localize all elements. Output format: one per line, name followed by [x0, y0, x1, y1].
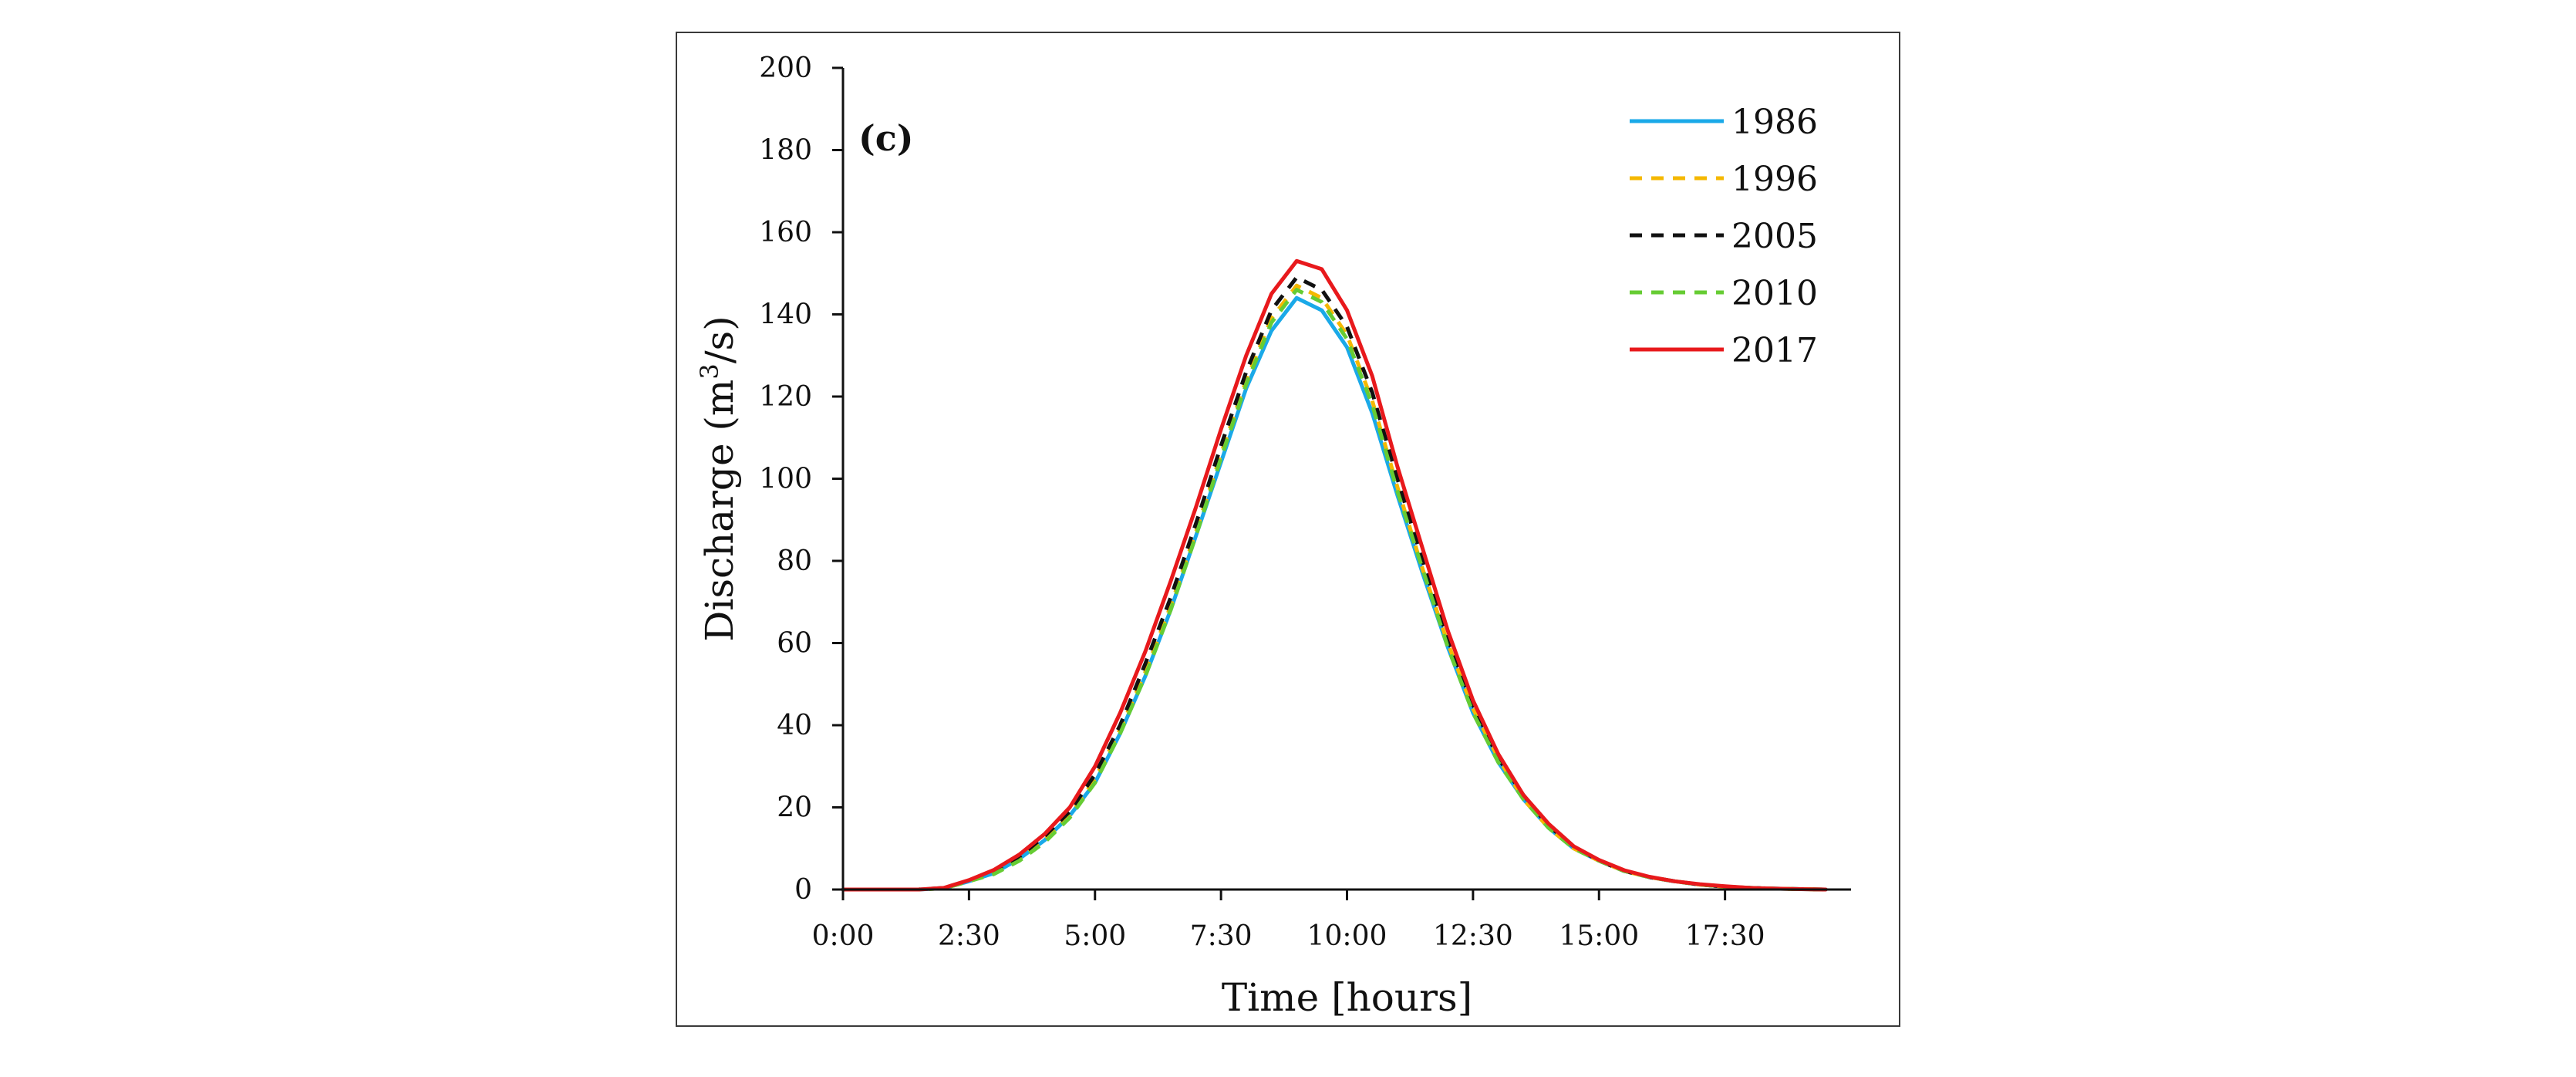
- panel-label: (c): [858, 117, 914, 159]
- axes-layer: [841, 68, 1851, 891]
- legend-label-2005: 2005: [1731, 217, 1818, 256]
- x-tick-label: 5:00: [1064, 920, 1126, 952]
- legend-label-1996: 1996: [1731, 160, 1818, 199]
- x-axis-title: Time [hours]: [1222, 975, 1472, 1020]
- series-line-1996: [843, 283, 1826, 892]
- y-tick-label: 40: [777, 710, 812, 741]
- x-tick-label: 7:30: [1190, 920, 1253, 952]
- x-tick-label: 10:00: [1307, 920, 1387, 952]
- legend-label-2017: 2017: [1731, 331, 1818, 370]
- y-axis-title-sup: 3: [695, 363, 724, 379]
- y-tick-label: 140: [759, 299, 812, 331]
- y-tick-label: 60: [777, 628, 812, 660]
- y-axis-title: Discharge (m3/s): [695, 316, 742, 641]
- y-tick-label: 120: [759, 381, 812, 413]
- x-tick-label: 12:30: [1433, 920, 1513, 952]
- x-tick-label: 15:00: [1559, 920, 1639, 952]
- series-layer: [841, 258, 1828, 892]
- series-line-2005: [843, 275, 1826, 892]
- x-tick-label: 0:00: [812, 920, 875, 952]
- legend-label-1986: 1986: [1731, 103, 1818, 142]
- x-tick-label: 17:30: [1685, 920, 1765, 952]
- figure-frame: [676, 32, 1900, 1027]
- y-tick-label: 100: [759, 464, 812, 495]
- y-tick-label: 200: [759, 52, 812, 84]
- series-line-2017: [841, 258, 1828, 892]
- y-tick-label: 180: [759, 135, 812, 167]
- legend: 1986 1996 2005 2010 2017: [1630, 103, 1818, 370]
- legend-label-2010: 2010: [1731, 274, 1818, 313]
- y-tick-label: 0: [794, 874, 812, 906]
- series-line-2010: [843, 288, 1826, 892]
- series-line-1986: [841, 295, 1828, 892]
- ticks-layer: 0 20 40 60 80 100 120 140 160 180 200 0:00 2:30 5:00 7…: [759, 52, 1765, 952]
- y-axis-title-main: Discharge (m: [697, 380, 742, 642]
- y-tick-label: 20: [777, 792, 812, 824]
- y-tick-label: 80: [777, 545, 812, 577]
- x-tick-label: 2:30: [938, 920, 1000, 952]
- y-axis-title-end: /s): [697, 316, 742, 363]
- y-tick-label: 160: [759, 217, 812, 248]
